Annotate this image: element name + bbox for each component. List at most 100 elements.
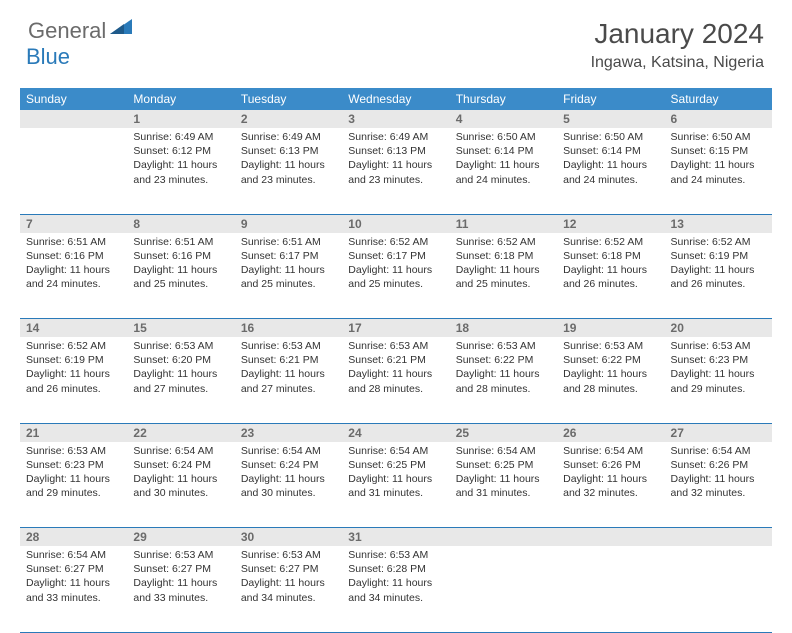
sunrise-text: Sunrise: 6:54 AM <box>26 549 106 561</box>
daylight-text: Daylight: 11 hours <box>671 473 755 485</box>
day-number-row: 14151617181920 <box>20 319 772 338</box>
day-number: 11 <box>450 214 557 233</box>
logo-line2: Blue <box>28 44 70 70</box>
day-number: 1 <box>127 110 234 128</box>
daylight-text: Daylight: 11 hours <box>348 577 432 589</box>
day-details: Sunrise: 6:54 AMSunset: 6:26 PMDaylight:… <box>557 442 664 505</box>
day-number: 29 <box>127 528 234 547</box>
day-number-row: 78910111213 <box>20 214 772 233</box>
sunrise-text: Sunrise: 6:54 AM <box>563 445 643 457</box>
day-cell: Sunrise: 6:51 AMSunset: 6:16 PMDaylight:… <box>20 233 127 319</box>
day-number: 22 <box>127 423 234 442</box>
sunrise-text: Sunrise: 6:51 AM <box>241 236 321 248</box>
sunset-text: Sunset: 6:26 PM <box>671 459 749 471</box>
day-details: Sunrise: 6:52 AMSunset: 6:18 PMDaylight:… <box>557 233 664 296</box>
sunrise-text: Sunrise: 6:53 AM <box>671 340 751 352</box>
daylight-text: Daylight: 11 hours <box>456 159 540 171</box>
day-header: Monday <box>127 88 234 110</box>
daylight-text: Daylight: 11 hours <box>241 577 325 589</box>
day-cell: Sunrise: 6:52 AMSunset: 6:17 PMDaylight:… <box>342 233 449 319</box>
day-number: 24 <box>342 423 449 442</box>
day-cell: Sunrise: 6:54 AMSunset: 6:26 PMDaylight:… <box>665 442 772 528</box>
daylight-text: Daylight: 11 hours <box>456 264 540 276</box>
day-number: 23 <box>235 423 342 442</box>
day-cell <box>450 546 557 632</box>
day-number: 21 <box>20 423 127 442</box>
month-title: January 2024 <box>591 18 764 50</box>
sunrise-text: Sunrise: 6:53 AM <box>456 340 536 352</box>
sunrise-text: Sunrise: 6:52 AM <box>26 340 106 352</box>
daylight-text-2: and 33 minutes. <box>26 592 101 604</box>
day-number: 2 <box>235 110 342 128</box>
day-cell <box>665 546 772 632</box>
sunset-text: Sunset: 6:26 PM <box>563 459 641 471</box>
sunrise-text: Sunrise: 6:49 AM <box>241 131 321 143</box>
day-number-row: 28293031 <box>20 528 772 547</box>
daylight-text-2: and 31 minutes. <box>456 487 531 499</box>
sunset-text: Sunset: 6:22 PM <box>456 354 534 366</box>
day-cell: Sunrise: 6:49 AMSunset: 6:13 PMDaylight:… <box>235 128 342 214</box>
sunrise-text: Sunrise: 6:54 AM <box>241 445 321 457</box>
day-content-row: Sunrise: 6:49 AM Sunset: 6:12 PM Daylight:… <box>20 128 772 214</box>
daylight-text: Daylight: 11 hours <box>348 264 432 276</box>
sunset-text: Sunset: 6:14 PM <box>456 145 534 157</box>
sunset-text: Sunset: 6:21 PM <box>241 354 319 366</box>
day-details: Sunrise: 6:49 AMSunset: 6:13 PMDaylight:… <box>342 128 449 191</box>
day-number: 17 <box>342 319 449 338</box>
day-details: Sunrise: 6:54 AMSunset: 6:24 PMDaylight:… <box>127 442 234 505</box>
sunset-text: Sunset: 6:13 PM <box>348 145 426 157</box>
day-cell: Sunrise: 6:52 AMSunset: 6:18 PMDaylight:… <box>557 233 664 319</box>
day-number-row: 123456 <box>20 110 772 128</box>
calendar-table: SundayMondayTuesdayWednesdayThursdayFrid… <box>20 88 772 633</box>
day-details: Sunrise: 6:53 AMSunset: 6:22 PMDaylight:… <box>557 337 664 400</box>
day-details: Sunrise: 6:54 AMSunset: 6:27 PMDaylight:… <box>20 546 127 609</box>
day-details: Sunrise: 6:52 AMSunset: 6:17 PMDaylight:… <box>342 233 449 296</box>
daylight-text-2: and 28 minutes. <box>348 383 423 395</box>
day-number: 14 <box>20 319 127 338</box>
day-number <box>20 110 127 128</box>
day-number: 28 <box>20 528 127 547</box>
daylight-text-2: and 24 minutes. <box>563 174 638 186</box>
sunrise-text: Sunrise: 6:53 AM <box>348 340 428 352</box>
sunset-text: Sunset: 6:28 PM <box>348 563 426 575</box>
sunset-text: Sunset: 6:18 PM <box>456 250 534 262</box>
day-details: Sunrise: 6:49 AMSunset: 6:12 PMDaylight:… <box>127 128 234 191</box>
sunset-text: Sunset: 6:24 PM <box>241 459 319 471</box>
day-cell: Sunrise: 6:53 AMSunset: 6:20 PMDaylight:… <box>127 337 234 423</box>
daylight-text-2: and 27 minutes. <box>133 383 208 395</box>
day-cell: Sunrise: 6:49 AMSunset: 6:12 PMDaylight:… <box>127 128 234 214</box>
day-details: Sunrise: 6:53 AMSunset: 6:27 PMDaylight:… <box>235 546 342 609</box>
day-details: Sunrise: 6:53 AMSunset: 6:21 PMDaylight:… <box>342 337 449 400</box>
day-details: Sunrise: 6:52 AMSunset: 6:19 PMDaylight:… <box>665 233 772 296</box>
day-header: Sunday <box>20 88 127 110</box>
day-details: Sunrise: 6:53 AMSunset: 6:28 PMDaylight:… <box>342 546 449 609</box>
day-header-row: SundayMondayTuesdayWednesdayThursdayFrid… <box>20 88 772 110</box>
logo-word2: Blue <box>26 44 70 69</box>
daylight-text: Daylight: 11 hours <box>133 368 217 380</box>
logo-word1: General <box>28 18 106 44</box>
day-cell: Sunrise: 6:53 AMSunset: 6:22 PMDaylight:… <box>557 337 664 423</box>
sunset-text: Sunset: 6:25 PM <box>456 459 534 471</box>
sunset-text: Sunset: 6:12 PM <box>133 145 211 157</box>
daylight-text-2: and 23 minutes. <box>348 174 423 186</box>
day-number-row: 21222324252627 <box>20 423 772 442</box>
day-cell: Sunrise: 6:54 AMSunset: 6:26 PMDaylight:… <box>557 442 664 528</box>
daylight-text-2: and 30 minutes. <box>241 487 316 499</box>
daylight-text: Daylight: 11 hours <box>456 368 540 380</box>
sunset-text: Sunset: 6:19 PM <box>26 354 104 366</box>
sunrise-text: Sunrise: 6:51 AM <box>26 236 106 248</box>
daylight-text: Daylight: 11 hours <box>348 159 432 171</box>
daylight-text-2: and 25 minutes. <box>348 278 423 290</box>
daylight-text: Daylight: 11 hours <box>241 368 325 380</box>
day-cell: Sunrise: 6:54 AMSunset: 6:27 PMDaylight:… <box>20 546 127 632</box>
day-number: 9 <box>235 214 342 233</box>
daylight-text: Daylight: 11 hours <box>563 368 647 380</box>
sunset-text: Sunset: 6:23 PM <box>671 354 749 366</box>
sunrise-text: Sunrise: 6:51 AM <box>133 236 213 248</box>
day-cell: Sunrise: 6:53 AMSunset: 6:28 PMDaylight:… <box>342 546 449 632</box>
day-header: Saturday <box>665 88 772 110</box>
daylight-text-2: and 25 minutes. <box>133 278 208 290</box>
day-number <box>450 528 557 547</box>
title-block: January 2024 Ingawa, Katsina, Nigeria <box>591 18 764 72</box>
day-number: 8 <box>127 214 234 233</box>
